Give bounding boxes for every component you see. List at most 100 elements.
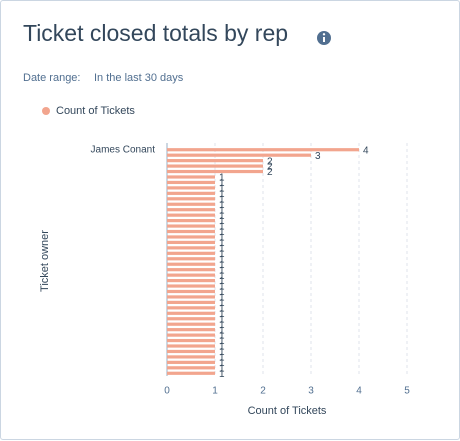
bar	[167, 169, 263, 174]
bar	[167, 186, 215, 190]
bar	[167, 317, 215, 321]
bar	[167, 202, 215, 206]
bar	[167, 213, 215, 217]
bar	[167, 289, 215, 294]
bar	[167, 159, 263, 163]
bar	[167, 268, 215, 272]
bar	[167, 175, 215, 179]
data-label: 4	[363, 145, 369, 156]
data-label: 1	[219, 260, 225, 271]
x-tick-label: 2	[260, 386, 266, 397]
bar	[167, 208, 215, 212]
data-label: 3	[315, 151, 321, 162]
bar	[167, 197, 215, 201]
bar	[167, 164, 263, 168]
data-label: 1	[219, 342, 225, 353]
y-tick-label: James Conant	[91, 144, 156, 155]
data-label: 1	[219, 347, 225, 358]
data-label: 1	[219, 358, 225, 369]
x-tick-label: 4	[356, 386, 362, 397]
bar	[167, 333, 215, 337]
date-range-value: In the last 30 days	[94, 72, 184, 84]
data-label: 1	[219, 303, 225, 314]
bar	[167, 284, 215, 288]
data-label: 2	[267, 156, 273, 167]
bar	[167, 295, 215, 299]
data-label: 1	[219, 249, 225, 260]
data-label: 1	[219, 265, 225, 276]
bar	[167, 360, 215, 364]
data-label: 1	[219, 244, 225, 255]
data-label: 1	[219, 276, 225, 287]
data-label: 1	[219, 194, 225, 205]
data-label: 1	[219, 233, 225, 244]
date-range-label: Date range:	[23, 72, 80, 84]
data-label: 1	[219, 271, 225, 282]
data-label: 1	[219, 353, 225, 364]
data-label: 1	[219, 336, 225, 347]
data-label: 1	[219, 238, 225, 249]
bar	[167, 300, 215, 304]
data-label: 2	[267, 162, 273, 173]
x-tick-label: 3	[308, 386, 314, 397]
data-label: 1	[219, 178, 225, 189]
x-tick-label: 0	[164, 386, 170, 397]
data-label: 1	[219, 320, 225, 331]
bar	[167, 148, 359, 152]
data-label: 1	[219, 282, 225, 293]
x-tick-label: 1	[212, 386, 218, 397]
data-label: 1	[219, 309, 225, 320]
x-axis-label: Count of Tickets	[248, 405, 327, 417]
bar	[167, 224, 215, 228]
data-label: 1	[219, 325, 225, 336]
bar	[167, 153, 311, 157]
data-label: 1	[219, 314, 225, 325]
bar	[167, 328, 215, 332]
data-label: 1	[219, 227, 225, 238]
bar	[167, 322, 215, 326]
bar	[167, 251, 215, 255]
info-icon[interactable]	[317, 31, 331, 45]
bar	[167, 257, 215, 261]
bar	[167, 278, 215, 283]
bar	[167, 246, 215, 250]
data-label: 1	[219, 369, 225, 380]
bar	[167, 219, 215, 223]
bar	[167, 235, 215, 239]
data-label: 1	[219, 363, 225, 374]
bar	[167, 191, 215, 195]
data-label: 1	[219, 254, 225, 265]
bar	[167, 338, 215, 343]
data-label: 1	[219, 287, 225, 298]
bar	[167, 306, 215, 310]
data-label: 1	[219, 184, 225, 195]
data-label: 1	[219, 189, 225, 200]
data-label: 1	[219, 216, 225, 227]
bar	[167, 240, 215, 245]
legend-label: Count of Tickets	[56, 105, 135, 117]
data-label: 1	[219, 331, 225, 342]
bar	[167, 229, 215, 234]
y-axis-label: Ticket owner	[39, 230, 51, 292]
bar	[167, 355, 215, 359]
data-label: 1	[219, 173, 225, 184]
data-label: 1	[219, 222, 225, 233]
x-tick-label: 5	[404, 386, 410, 397]
legend-swatch	[42, 107, 50, 115]
bar	[167, 262, 215, 266]
bar	[167, 366, 215, 370]
data-label: 1	[219, 200, 225, 211]
bar	[167, 311, 215, 315]
data-label: 1	[219, 205, 225, 216]
bar	[167, 371, 215, 375]
data-label: 1	[219, 211, 225, 222]
bar	[167, 344, 215, 348]
data-label: 1	[219, 298, 225, 309]
bar	[167, 349, 215, 354]
data-label: 2	[267, 167, 273, 178]
data-label: 1	[219, 293, 225, 304]
bar	[167, 273, 215, 277]
bar	[167, 180, 215, 185]
